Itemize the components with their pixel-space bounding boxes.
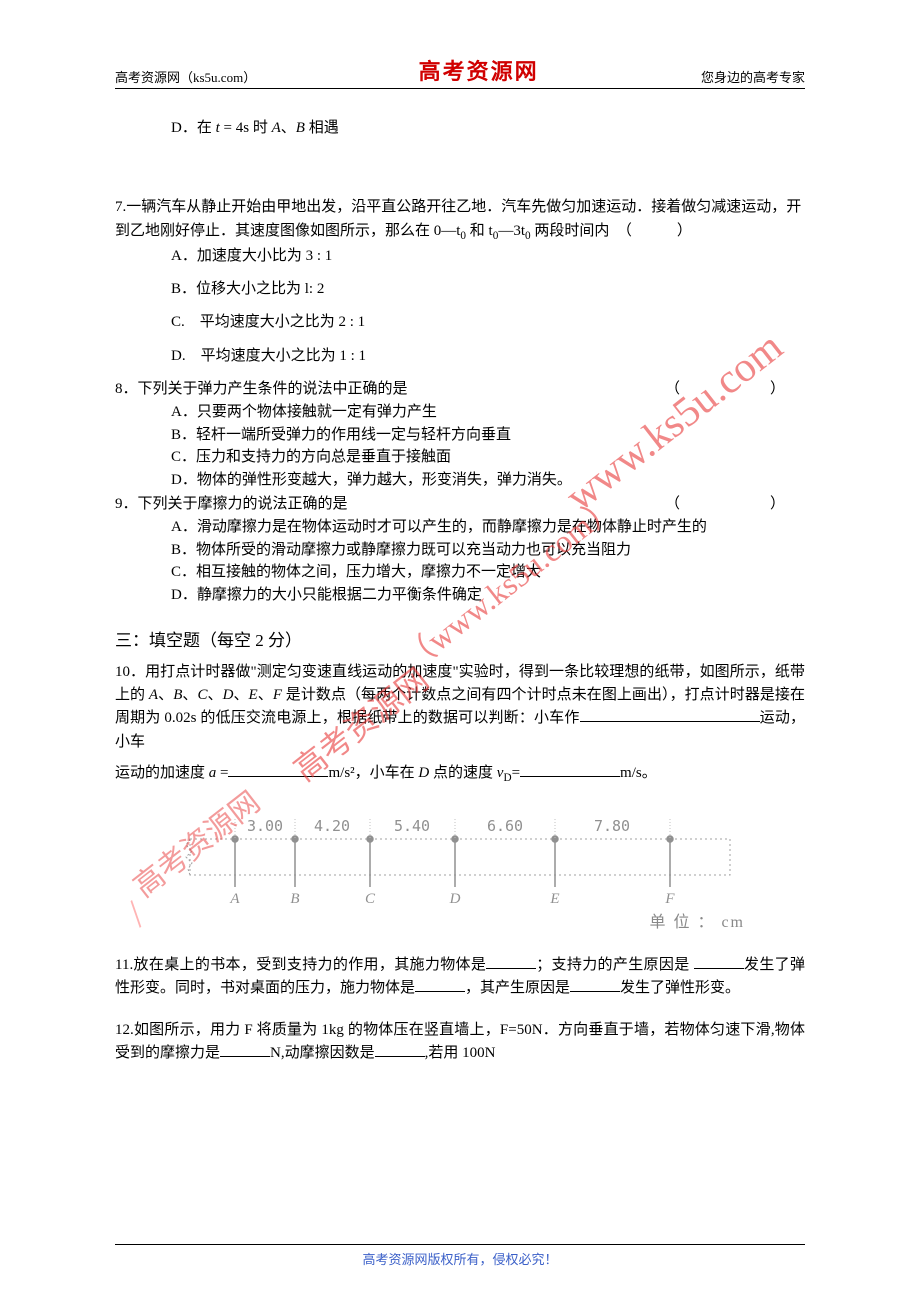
tape-point-f <box>667 836 673 887</box>
q8-option-a: A．只要两个物体接触就一定有弹力产生 <box>171 401 805 424</box>
question-10: 10．用打点计时器做"测定匀变速直线运动的加速度"实验时，得到一条比较理想的纸带… <box>115 661 805 787</box>
tape-point-d <box>452 836 458 887</box>
q8-options: A．只要两个物体接触就一定有弹力产生 B．轻杆一端所受弹力的作用线一定与轻杆方向… <box>171 401 805 491</box>
tape-label-a: A <box>229 891 240 907</box>
tape-unit-label: 单 位 ： cm <box>649 911 745 936</box>
tape-point-b <box>292 836 298 887</box>
q9-paren: （ ） <box>665 493 805 516</box>
header-title: 高考资源网 <box>419 54 539 86</box>
tape-val-2: 4.20 <box>314 817 350 835</box>
tape-label-f: F <box>664 891 675 907</box>
q6-option-d: D．在 t = 4s 时 A、B 相遇 <box>171 117 805 140</box>
q10-text-2d: m/s。 <box>620 765 657 781</box>
blank-velocity-d <box>520 762 620 777</box>
q9-option-a: A．滑动摩擦力是在物体运动时才可以产生的，而静摩擦力是在物体静止时产生的 <box>171 516 805 539</box>
tape-val-4: 6.60 <box>487 817 523 835</box>
tape-point-a <box>232 836 238 887</box>
q8-option-b: B．轻杆一端所受弹力的作用线一定与轻杆方向垂直 <box>171 424 805 447</box>
tape-diagram: 3.00 4.20 5.40 6.60 7.80 A B C D E F <box>180 801 740 911</box>
tape-val-5: 7.80 <box>594 817 630 835</box>
q9-option-c: C．相互接触的物体之间，压力增大，摩擦力不一定增大 <box>171 561 805 584</box>
blank-11-1 <box>486 954 536 969</box>
q8-paren: （ ） <box>665 378 805 401</box>
q9-options: A．滑动摩擦力是在物体运动时才可以产生的，而静摩擦力是在物体静止时产生的 B．物… <box>171 516 805 606</box>
q7-options: A．加速度大小比为 3 : 1 B．位移大小之比为 l: 2 C. 平均速度大小… <box>171 245 805 368</box>
blank-11-4 <box>570 977 620 992</box>
question-11: 11.放在桌上的书本，受到支持力的作用，其施力物体是；支持力的产生原因是 发生了… <box>115 954 805 1001</box>
page-container: www.ks5u.com （www.ks5u.com） 高考资源网 高考资源网 … <box>0 0 920 1302</box>
blank-acceleration <box>228 762 328 777</box>
q9-stem-row: 9．下列关于摩擦力的说法正确的是 （ ） <box>115 493 805 516</box>
q7-option-d: D. 平均速度大小之比为 1 : 1 <box>171 345 805 368</box>
tape-val-3: 5.40 <box>394 817 430 835</box>
question-7: 7.一辆汽车从静止开始由甲地出发，沿平直公路开往乙地．汽车先做匀加速运动．接着做… <box>115 196 805 368</box>
q8-stem: 8．下列关于弹力产生条件的说法中正确的是 <box>115 378 408 401</box>
tape-label-c: C <box>365 891 376 907</box>
q7-stem: 7.一辆汽车从静止开始由甲地出发，沿平直公路开往乙地．汽车先做匀加速运动．接着做… <box>115 196 805 245</box>
blank-12-1 <box>220 1042 270 1057</box>
blank-11-2 <box>694 954 744 969</box>
q8-stem-row: 8．下列关于弹力产生条件的说法中正确的是 （ ） <box>115 378 805 401</box>
q7-option-a: A．加速度大小比为 3 : 1 <box>171 245 805 268</box>
q7-option-b: B．位移大小之比为 l: 2 <box>171 278 805 301</box>
header-left-text: 高考资源网（ks5u.com） <box>115 67 256 86</box>
page-header: 高考资源网（ks5u.com） 高考资源网 您身边的高考专家 <box>115 54 805 89</box>
header-right-text: 您身边的高考专家 <box>701 67 805 86</box>
content-area: D．在 t = 4s 时 A、B 相遇 7.一辆汽车从静止开始由甲地出发，沿平直… <box>115 117 805 1065</box>
q8-option-d: D．物体的弹性形变越大，弹力越大，形变消失，弹力消失。 <box>171 469 805 492</box>
tape-label-d: D <box>449 891 461 907</box>
question-12: 12.如图所示，用力 F 将质量为 1kg 的物体压在竖直墙上，F=50N．方向… <box>115 1019 805 1066</box>
q9-option-d: D．静摩擦力的大小只能根据二力平衡条件确定 <box>171 584 805 607</box>
blank-12-2 <box>375 1042 425 1057</box>
section-3-title: 三：填空题（每空 2 分） <box>115 628 805 654</box>
blank-11-3 <box>415 977 465 992</box>
q9-option-b: B．物体所受的滑动摩擦力或静摩擦力既可以充当动力也可以充当阻力 <box>171 539 805 562</box>
tape-val-1: 3.00 <box>247 817 283 835</box>
q7-option-c: C. 平均速度大小之比为 2 : 1 <box>171 311 805 334</box>
tape-point-e <box>552 836 558 887</box>
blank-motion-type <box>580 707 760 722</box>
tape-point-c <box>367 836 373 887</box>
q8-option-c: C．压力和支持力的方向总是垂直于接触面 <box>171 446 805 469</box>
question-8: 8．下列关于弹力产生条件的说法中正确的是 （ ） A．只要两个物体接触就一定有弹… <box>115 378 805 491</box>
q9-stem: 9．下列关于摩擦力的说法正确的是 <box>115 493 348 516</box>
tape-label-e: E <box>549 891 559 907</box>
q10-text-2b: m/s²，小车在 D 点的速度 vD= <box>328 765 520 781</box>
tape-label-b: B <box>290 891 299 907</box>
tape-figure: 3.00 4.20 5.40 6.60 7.80 A B C D E F 单 位… <box>115 801 805 936</box>
page-footer: 高考资源网版权所有，侵权必究！ <box>115 1244 805 1268</box>
question-9: 9．下列关于摩擦力的说法正确的是 （ ） A．滑动摩擦力是在物体运动时才可以产生… <box>115 493 805 606</box>
q10-text-2a: 运动的加速度 a = <box>115 765 228 781</box>
